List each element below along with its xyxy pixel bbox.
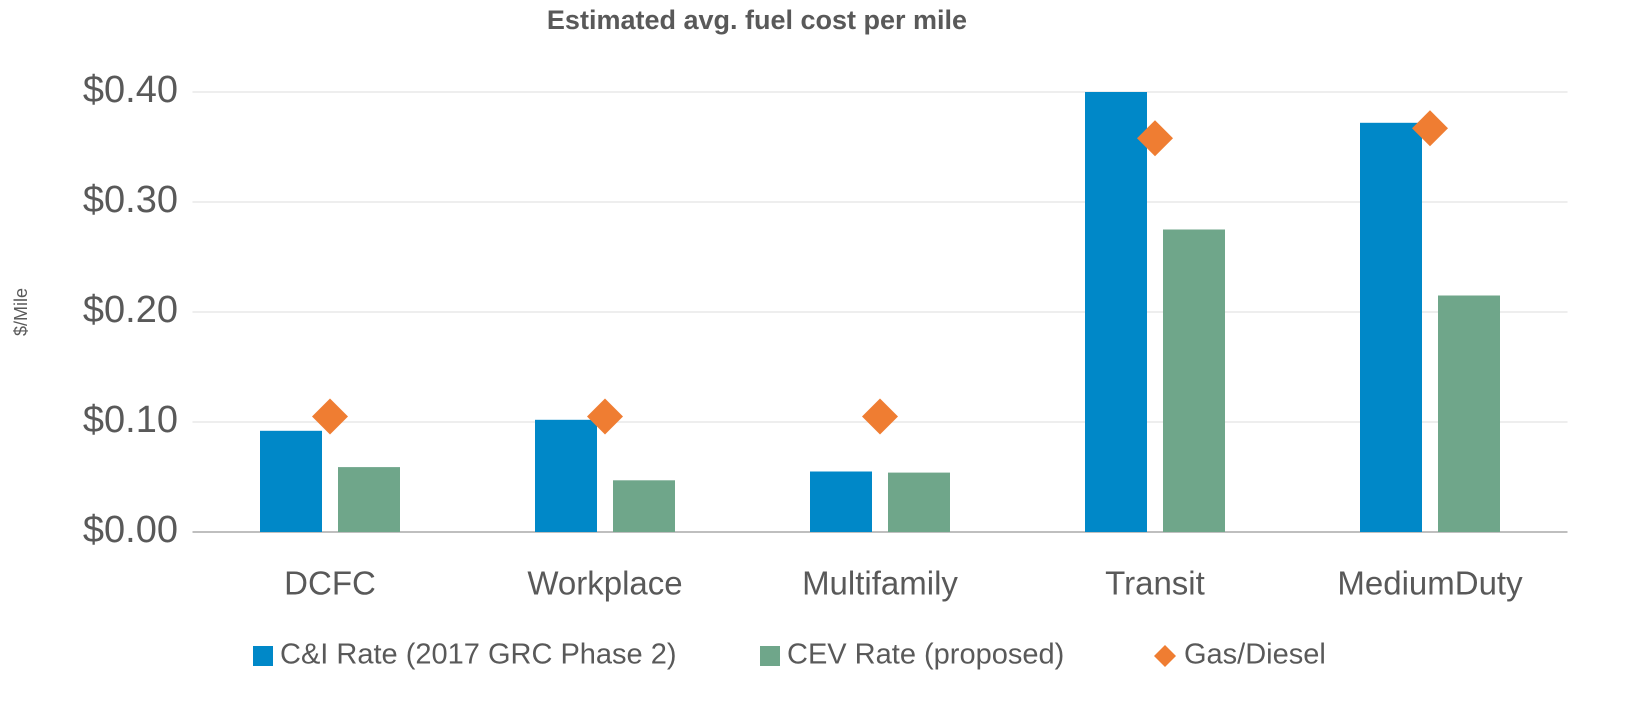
x-tick-label: MediumDuty — [1337, 565, 1523, 602]
diamond-marker — [1137, 120, 1173, 157]
x-tick-label: Workplace — [527, 565, 682, 602]
x-tick-label: DCFC — [284, 565, 376, 602]
x-tick-label: Multifamily — [802, 565, 958, 602]
diamond-marker — [587, 398, 623, 435]
bar — [1360, 122, 1422, 533]
diamond-marker — [862, 398, 898, 435]
bar — [613, 480, 675, 532]
y-tick-label: $0.20 — [83, 289, 178, 331]
bar — [1085, 92, 1147, 532]
bar — [1438, 295, 1500, 532]
y-axis-label: $/Mile — [11, 288, 31, 336]
bar — [535, 419, 597, 532]
legend-label: C&I Rate (2017 GRC Phase 2) — [280, 639, 677, 671]
legend-label: Gas/Diesel — [1184, 639, 1326, 671]
y-tick-label: $0.00 — [83, 509, 178, 551]
y-tick-label: $0.30 — [83, 179, 178, 221]
diamond-marker — [1412, 110, 1448, 147]
legend-swatch — [760, 646, 780, 666]
chart-title: Estimated avg. fuel cost per mile — [547, 5, 967, 35]
bar — [810, 471, 872, 532]
bar — [1163, 229, 1225, 532]
y-tick-label: $0.40 — [83, 69, 178, 111]
x-tick-label: Transit — [1105, 565, 1205, 602]
bar — [338, 467, 400, 532]
legend-swatch — [253, 646, 273, 666]
bar — [260, 430, 322, 532]
bar — [888, 472, 950, 532]
diamond-marker — [312, 398, 348, 435]
legend-label: CEV Rate (proposed) — [787, 639, 1064, 671]
legend-swatch — [1154, 645, 1176, 667]
y-tick-label: $0.10 — [83, 399, 178, 441]
